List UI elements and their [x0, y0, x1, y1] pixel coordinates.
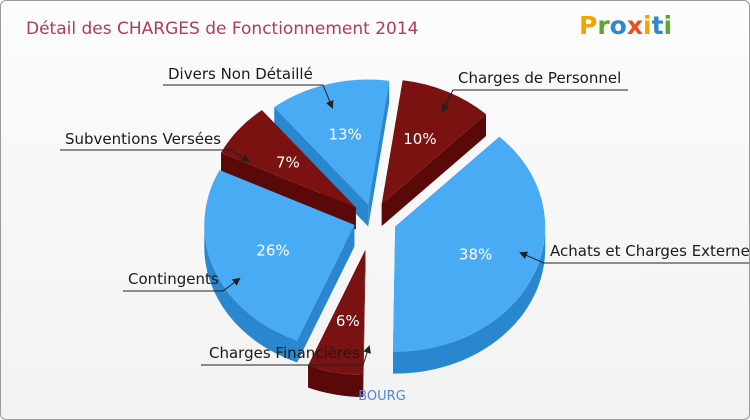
slice-label-charges-de-personnel: Charges de Personnel — [458, 69, 621, 87]
slice-charges-financieres — [308, 250, 366, 398]
slice-contingents — [204, 170, 355, 363]
leader-divers-non-detaille — [163, 84, 334, 109]
slice-percent-divers-non-detaille: 13% — [328, 126, 361, 144]
slice-cut-wall — [368, 80, 390, 227]
slice-top — [274, 79, 390, 205]
leader-lines: Charges de Personnel Achats et Charges Ex… — [60, 65, 749, 366]
slice-label-divers-non-detaille: Divers Non Détaillé — [168, 65, 313, 83]
slice-percent-charges-de-personnel: 10% — [403, 130, 436, 148]
leader-charges-de-personnel — [441, 89, 628, 113]
slice-side-wall — [204, 222, 298, 363]
slice-side-wall — [308, 365, 364, 398]
slice-achats-et-charges-externes — [393, 136, 546, 374]
slice-label-charges-financieres: Charges Financières — [209, 344, 360, 362]
leader-subventions-versees — [60, 149, 250, 163]
city-label: BOURG — [358, 389, 406, 404]
slice-cut-wall — [363, 250, 366, 398]
leader-achats-et-charges-externes — [519, 251, 749, 264]
pie-slices — [204, 79, 546, 398]
slice-top — [308, 250, 366, 376]
slice-label-subventions-versees: Subventions Versées — [65, 130, 221, 148]
slice-percent-subventions-versees: 7% — [276, 153, 300, 171]
slice-label-achats-et-charges-externes: Achats et Charges Externes — [550, 242, 749, 260]
slice-percent-charges-financieres: 6% — [336, 312, 360, 330]
leader-charges-financieres — [201, 345, 371, 366]
slice-cut-wall — [381, 114, 487, 227]
slice-top — [381, 80, 487, 205]
chart-title: Détail des CHARGES de Fonctionnement 201… — [26, 19, 418, 39]
svg-text:Proxiti: Proxiti — [579, 11, 672, 40]
slice-top — [393, 136, 546, 352]
slice-top — [204, 170, 355, 341]
slice-cut-wall — [297, 224, 355, 363]
slice-charges-de-personnel — [381, 80, 487, 227]
slice-cut-wall — [221, 152, 356, 230]
slice-label-contingents: Contingents — [128, 270, 219, 288]
slice-percent-achats-et-charges-externes: 38% — [459, 245, 492, 263]
proxiti-logo: Proxiti — [579, 11, 672, 40]
slice-subventions-versees — [221, 110, 356, 230]
leader-contingents — [123, 277, 241, 292]
slice-top — [221, 110, 356, 208]
slice-labels: 10% 38% 6% 26% 7% 13% — [256, 126, 492, 330]
slice-side-wall — [393, 225, 546, 374]
slice-percent-contingents: 26% — [256, 242, 289, 260]
